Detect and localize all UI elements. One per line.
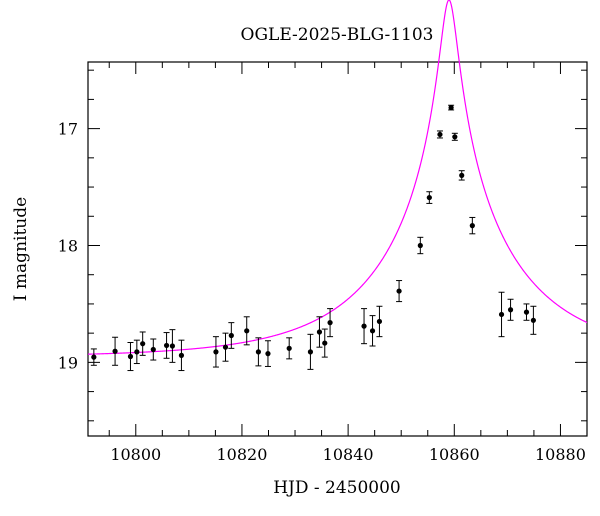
model-curve: [87, 0, 588, 355]
point-marker: [452, 134, 458, 140]
data-point: [112, 336, 119, 366]
point-marker: [523, 309, 530, 315]
data-point: [523, 303, 530, 321]
x-tick-label: 10860: [429, 445, 480, 464]
data-point: [222, 332, 229, 362]
data-point: [255, 337, 262, 367]
point-marker: [417, 242, 423, 249]
point-marker: [255, 349, 262, 355]
point-marker: [228, 332, 234, 339]
point-marker: [150, 346, 156, 353]
data-point: [376, 305, 383, 338]
point-marker: [163, 342, 170, 349]
data-point: [448, 104, 455, 111]
data-point: [426, 191, 433, 204]
y-tick-label: 17: [58, 120, 78, 139]
point-marker: [530, 317, 536, 323]
data-point: [451, 132, 458, 141]
data-point: [316, 316, 323, 348]
data-point: [243, 316, 250, 346]
point-marker: [91, 354, 97, 360]
data-point: [264, 340, 271, 367]
y-tick-label: 18: [58, 236, 78, 255]
data-point: [178, 339, 185, 372]
point-marker: [244, 328, 250, 334]
point-marker: [376, 318, 383, 325]
x-tick-label: 10820: [216, 445, 267, 464]
x-tick-label: 10880: [535, 445, 586, 464]
point-marker: [140, 341, 146, 347]
point-marker: [127, 353, 134, 360]
data-point: [150, 338, 157, 361]
point-marker: [327, 320, 333, 326]
data-point: [458, 170, 465, 181]
data-point: [361, 308, 368, 345]
x-tick-label: 10800: [110, 445, 161, 464]
point-marker: [396, 288, 402, 294]
plot-frame: [87, 61, 588, 437]
y-tick-label: 19: [58, 353, 78, 372]
point-marker: [112, 348, 118, 354]
point-marker: [178, 352, 185, 358]
data-point: [507, 298, 514, 321]
point-marker: [498, 311, 505, 318]
point-marker: [316, 329, 323, 335]
data-point: [228, 322, 235, 349]
chart-title: OGLE-2025-BLG-1103: [241, 25, 434, 45]
point-marker: [361, 323, 367, 329]
data-point: [307, 333, 314, 370]
point-marker: [469, 223, 475, 229]
point-marker: [307, 349, 314, 355]
data-point: [417, 236, 424, 255]
data-point: [286, 337, 293, 360]
data-points: [90, 104, 537, 372]
data-point: [127, 342, 134, 372]
point-marker: [286, 345, 292, 351]
point-marker: [437, 131, 443, 138]
x-axis-label: HJD - 2450000: [273, 478, 401, 498]
point-marker: [222, 344, 229, 350]
data-point: [163, 332, 170, 359]
data-point: [396, 280, 403, 303]
axis-ticks: 10800 10820 10840 10860 10880 17 18 19: [58, 62, 588, 464]
data-point: [369, 315, 376, 347]
point-marker: [426, 194, 432, 201]
point-marker: [265, 351, 271, 357]
data-point: [133, 339, 140, 365]
point-marker: [169, 343, 176, 349]
data-point: [530, 305, 537, 335]
data-point: [212, 336, 219, 368]
point-marker: [322, 340, 328, 346]
point-marker: [448, 104, 454, 111]
data-point: [90, 348, 97, 366]
y-axis-label: I magnitude: [11, 197, 31, 301]
point-marker: [134, 349, 140, 355]
data-point: [327, 308, 334, 338]
data-point: [169, 329, 176, 363]
data-point: [321, 328, 328, 358]
point-marker: [459, 172, 465, 178]
data-point: [139, 331, 146, 356]
point-marker: [369, 328, 376, 334]
point-marker: [507, 307, 514, 313]
point-marker: [213, 349, 219, 355]
data-point: [436, 130, 443, 139]
x-tick-label: 10840: [323, 445, 374, 464]
data-point: [469, 216, 476, 235]
data-point: [498, 291, 505, 338]
